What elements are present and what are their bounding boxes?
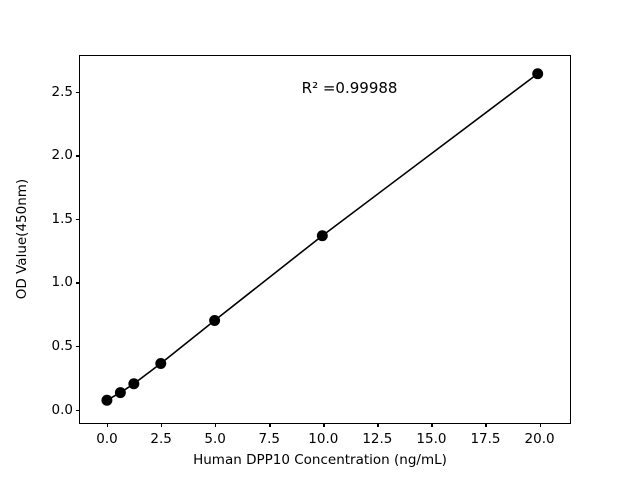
data-point [101,394,113,406]
y-tick-mark [76,155,80,157]
data-point [209,315,221,326]
y-tick-label: 2.0 [51,147,73,164]
x-tick-mark [269,423,271,427]
x-tick-label: 5.0 [204,431,226,447]
x-tick-mark [377,423,379,427]
y-tick-mark [76,346,80,348]
y-tick-mark [76,282,80,284]
x-tick-label: 20.0 [524,431,555,447]
y-tick-label: 0.0 [51,401,73,418]
y-tick-label: 2.5 [51,83,73,100]
x-tick-mark [161,423,163,427]
y-tick-mark [76,409,80,412]
y-tick-mark [76,218,80,221]
x-tick-mark [215,423,217,427]
x-tick-mark [485,423,487,427]
y-tick-label: 1.5 [51,210,73,227]
r-squared-annotation: R² =0.99988 [301,78,398,97]
plot-area: R² =0.99988 0.0 0.5 1.0 1.5 2.0 2.5 0.0 2.5 5.0… [52,55,571,447]
data-series-svg [101,68,544,406]
y-tick-label: 1.0 [51,274,73,291]
data-point [155,358,167,369]
x-tick-label: 2.5 [150,431,172,447]
x-tick-mark [539,423,541,427]
x-tick-label: 0.0 [96,431,118,447]
data-point [316,230,328,242]
y-axis-label: OD Value(450nm) [14,178,30,300]
x-tick-mark [323,423,325,427]
y-tick-mark [76,91,80,93]
x-tick-label: 7.5 [258,431,280,447]
x-tick-mark [107,423,109,427]
data-point [114,387,126,399]
x-tick-label: 15.0 [416,431,447,447]
x-tick-label: 17.5 [470,431,501,447]
data-point-markers [101,68,544,406]
x-tick-mark [431,423,433,427]
y-tick-label: 0.5 [51,338,73,355]
data-point [128,378,140,390]
data-point [532,68,544,80]
x-axis-label: Human DPP10 Concentration (ng/mL) [193,452,447,468]
x-tick-label: 10.0 [308,431,339,447]
x-tick-label: 12.5 [362,431,393,447]
